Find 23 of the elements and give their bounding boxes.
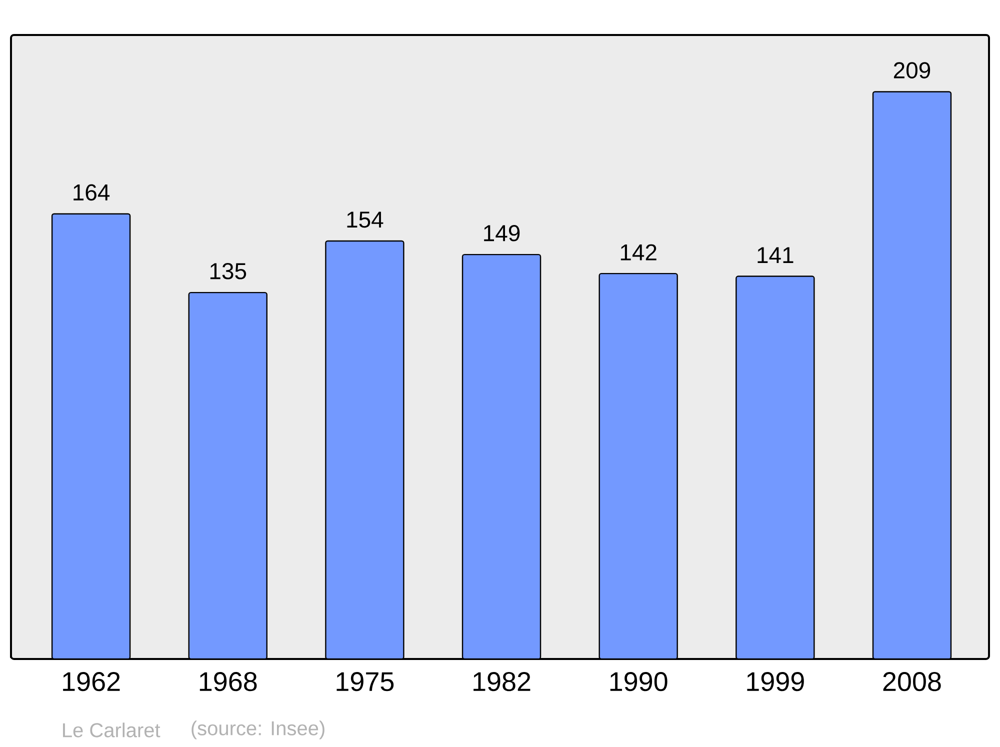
x-tick-label: 1962 (63, 672, 120, 692)
text: (source: Insee) (192, 720, 324, 740)
x-tick-label: 1999 (747, 672, 804, 692)
text: Le Carlaret (63, 722, 160, 738)
bar (462, 254, 542, 659)
data-label: 154 (347, 212, 384, 228)
data-label: 141 (758, 247, 794, 264)
data-label: 209 (894, 62, 930, 78)
x-tick-label: 2008 (883, 672, 941, 692)
x-tick-label: 1990 (610, 672, 668, 692)
x-tick-label: 1982 (474, 672, 530, 692)
data-label: 135 (210, 263, 246, 280)
bar (325, 240, 404, 659)
data-label: 164 (74, 184, 110, 201)
bar (598, 272, 678, 659)
bar (736, 276, 815, 659)
data-label: 149 (484, 225, 520, 242)
bar (188, 292, 268, 659)
x-tick-label: 1975 (336, 672, 394, 692)
bar (51, 213, 131, 659)
data-label: 142 (620, 244, 656, 260)
bar (872, 91, 952, 659)
x-tick-label: 1968 (200, 672, 257, 692)
